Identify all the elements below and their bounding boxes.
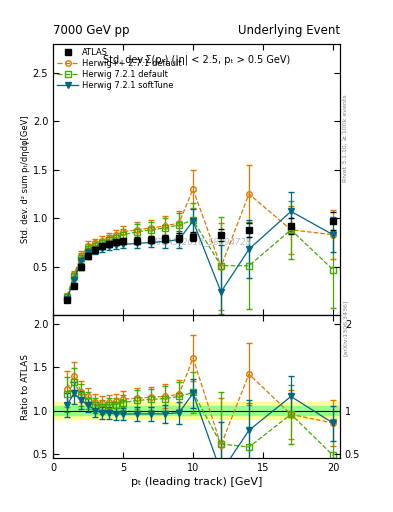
Text: Underlying Event: Underlying Event: [238, 24, 340, 37]
Y-axis label: Ratio to ATLAS: Ratio to ATLAS: [21, 354, 30, 420]
Text: ATLAS_2010_S8894728: ATLAS_2010_S8894728: [153, 238, 252, 246]
Text: Std. dev.Σ(pₜ) (|η| < 2.5, pₜ > 0.5 GeV): Std. dev.Σ(pₜ) (|η| < 2.5, pₜ > 0.5 GeV): [103, 54, 290, 65]
Bar: [53, 402, 340, 419]
Y-axis label: Std. dev. d² sum pₜ/dηdφ[GeV]: Std. dev. d² sum pₜ/dηdφ[GeV]: [21, 116, 30, 243]
X-axis label: pₜ (leading track) [GeV]: pₜ (leading track) [GeV]: [131, 477, 262, 487]
Text: Rivet 3.1.10, ≥ 100k events: Rivet 3.1.10, ≥ 100k events: [343, 94, 347, 182]
Bar: [53, 406, 340, 415]
Legend: ATLAS, Herwig++ 2.7.1 default, Herwig 7.2.1 default, Herwig 7.2.1 softTune: ATLAS, Herwig++ 2.7.1 default, Herwig 7.…: [55, 46, 184, 92]
Text: [arXiv:1306.3436]: [arXiv:1306.3436]: [343, 300, 347, 356]
Text: 7000 GeV pp: 7000 GeV pp: [53, 24, 130, 37]
